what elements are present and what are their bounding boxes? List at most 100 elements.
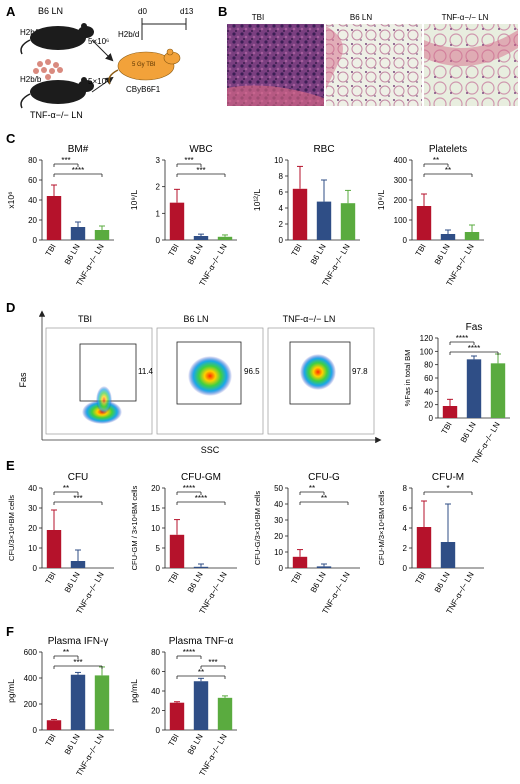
rbc-ytick-label: 6	[279, 188, 284, 197]
cfugm-ytick-label: 20	[151, 484, 160, 493]
cfug-ytick-label: 40	[274, 500, 283, 509]
tnf-title: Plasma TNF-α	[169, 636, 234, 647]
flow-title-tbi: TBI	[78, 314, 92, 324]
cfu-bar-1	[70, 561, 86, 568]
panel-label-f: F	[6, 624, 14, 639]
flow-density-b6	[188, 356, 232, 396]
cfug-ytick-label: 50	[274, 484, 283, 493]
rbc-ytick-label: 2	[279, 220, 284, 229]
panel-label-e: E	[6, 458, 15, 473]
fas-category-label-0: TBI	[440, 421, 454, 436]
flow-title-b6: B6 LN	[183, 314, 208, 324]
cfu-ytick-label: 10	[28, 544, 37, 553]
cfum-ytick-label: 6	[403, 504, 408, 513]
donor2-genotype: H2b/b	[20, 75, 42, 84]
panel-label-d: D	[6, 300, 15, 315]
flow-x-label: SSC	[201, 445, 220, 455]
panel-label-a: A	[6, 4, 16, 19]
histology-image-b6	[326, 24, 422, 106]
cfugm-title: CFU-GM	[181, 472, 221, 483]
bm-bar-0	[46, 196, 62, 240]
fas-ytick-label: 40	[424, 387, 433, 396]
panel-d-flow: TBI B6 LN TNF-α−/− LN Fas SSC 11.4 96.5 …	[18, 310, 382, 455]
ifn-category-label-0: TBI	[44, 733, 58, 748]
ifn-ytick-label: 0	[33, 726, 38, 735]
plt-sig-label: **	[433, 156, 439, 165]
tnf-sig-label: ***	[208, 658, 217, 667]
cfug-ytick-label: 0	[279, 564, 284, 573]
plt-ytick-label: 0	[403, 236, 408, 245]
tnf-ylabel: pg/mL	[129, 679, 139, 703]
ifn-title: Plasma IFN-γ	[48, 636, 109, 647]
cfug-ytick-label: 30	[274, 516, 283, 525]
cfum-bar-1	[440, 542, 456, 568]
rbc-ytick-label: 4	[279, 204, 284, 213]
ifn-ylabel: pg/mL	[6, 679, 16, 703]
rbc-bar-0	[292, 188, 308, 240]
fas-ytick-label: 100	[420, 347, 434, 356]
cfum-category-label-0: TBI	[414, 571, 428, 586]
recipient-label: CByB6F1	[126, 85, 161, 94]
cfum-bar-0	[416, 527, 432, 568]
treatment-label: 5 Gy TBI	[132, 62, 156, 68]
cells-icon	[33, 59, 63, 80]
fas-ytick-label: 60	[424, 374, 433, 383]
rbc-title: RBC	[313, 144, 334, 155]
plt-bar-1	[440, 234, 456, 240]
cfum-title: CFU-M	[432, 472, 464, 483]
ifn-bar-0	[46, 720, 62, 730]
plt-category-label-0: TBI	[414, 243, 428, 258]
cfugm-ytick-label: 15	[151, 504, 160, 513]
dose1-label: 5×10⁶	[88, 37, 109, 46]
wbc-bar-2	[217, 236, 233, 240]
recipient-genotype: H2b/d	[118, 30, 139, 39]
tnf-bar-1	[193, 681, 209, 730]
fas-sig-label: ****	[468, 344, 480, 353]
tnf-ytick-label: 40	[151, 687, 160, 696]
transfer-arrow-1	[91, 39, 114, 62]
wbc-category-label-1: B6 LN	[186, 242, 205, 266]
cfum-ytick-label: 2	[403, 544, 408, 553]
flow-density-tbi-2	[96, 386, 112, 414]
wbc-ytick-label: 3	[156, 156, 161, 165]
flow-density-tnf	[300, 354, 336, 390]
cfu-title: CFU	[68, 472, 89, 483]
cfugm-category-label-0: TBI	[167, 571, 181, 586]
cfug-category-label-0: TBI	[290, 571, 304, 586]
ifn-category-label-1: B6 LN	[63, 732, 82, 756]
bm-title: BM#	[68, 144, 89, 155]
plt-bar-2	[464, 232, 480, 240]
donor1-mouse-icon	[20, 23, 94, 55]
plt-bar-0	[416, 206, 432, 240]
cfug-sig-label: **	[321, 494, 327, 503]
panel-label-b: B	[218, 4, 227, 19]
panel-b-histology: TBI B6 LN TNF-α−/− LN	[227, 13, 518, 106]
bm-category-label-0: TBI	[44, 243, 58, 258]
rbc-ylabel: 10¹²/L	[252, 189, 262, 211]
panel-a-schematic: B6 LN H2b/b H2b/b TNF-α−/− LN 5×10⁶ 5×10…	[20, 6, 194, 120]
cfugm-category-label-1: B6 LN	[186, 570, 205, 594]
fas-ytick-label: 120	[420, 334, 434, 343]
bm-ytick-label: 20	[28, 216, 37, 225]
gate-value-tnf: 97.8	[352, 367, 368, 376]
bm-ylabel: x10⁶	[6, 191, 16, 208]
plt-ytick-label: 300	[394, 176, 408, 185]
bm-ytick-label: 80	[28, 156, 37, 165]
tnf-category-label-0: TBI	[167, 733, 181, 748]
cfu-sig-label: **	[63, 484, 69, 493]
cfu-ytick-label: 30	[28, 504, 37, 513]
rbc-category-label-0: TBI	[290, 243, 304, 258]
fas-sig-label: ****	[456, 334, 468, 343]
wbc-ytick-label: 0	[156, 236, 161, 245]
plt-ytick-label: 200	[394, 196, 408, 205]
bm-ytick-label: 40	[28, 196, 37, 205]
cfu-ytick-label: 0	[33, 564, 38, 573]
cfug-ylabel: CFU-G/3×10⁴BM cells	[253, 491, 262, 566]
histology-title-b6: B6 LN	[350, 13, 372, 22]
rbc-ytick-label: 0	[279, 236, 284, 245]
tnf-ytick-label: 0	[156, 726, 161, 735]
cfu-sig-label: ***	[73, 494, 82, 503]
gate-tnf	[289, 341, 351, 405]
